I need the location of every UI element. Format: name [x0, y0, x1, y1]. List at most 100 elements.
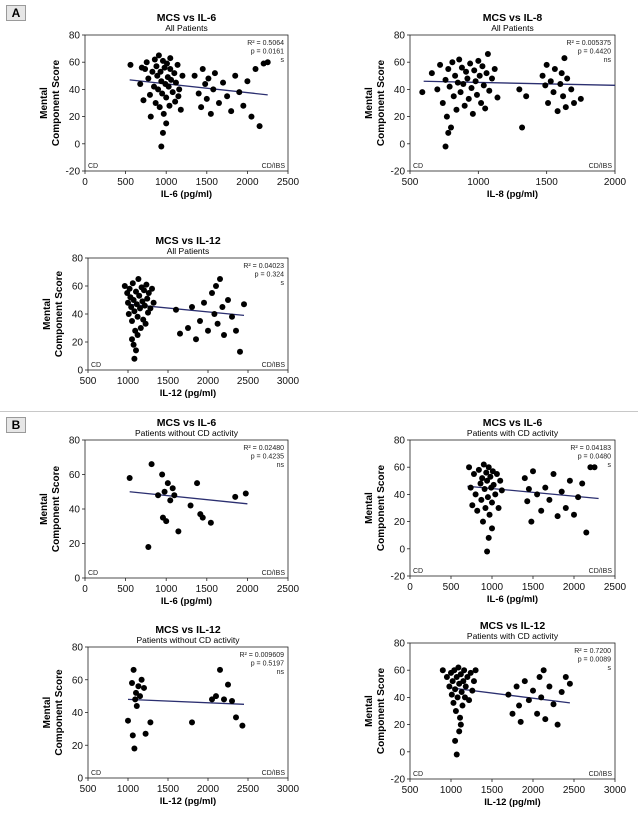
data-point — [479, 63, 486, 70]
data-point — [472, 667, 479, 674]
data-point — [579, 480, 586, 487]
y-axis-label-line2: Component Score — [54, 669, 65, 756]
data-point — [449, 59, 456, 66]
data-point — [175, 93, 182, 100]
data-point — [469, 110, 476, 117]
panel-label-b: B — [6, 417, 26, 433]
data-point — [454, 79, 461, 86]
data-point — [439, 667, 446, 674]
data-point — [125, 299, 131, 306]
y-tick-label: 80 — [69, 31, 81, 42]
data-point — [133, 301, 140, 308]
plot-frame — [84, 34, 289, 172]
data-point — [132, 696, 139, 703]
stats-annotation: p = 0.0089 — [578, 657, 611, 664]
data-point — [137, 325, 144, 331]
regression-line — [129, 79, 268, 96]
chart-subtitle: Patients with CD activity — [467, 631, 559, 641]
data-point — [142, 730, 149, 737]
data-point — [133, 288, 139, 295]
regression-line — [423, 80, 616, 86]
data-point — [523, 93, 530, 100]
y-axis-label-line2: Component Score — [54, 271, 65, 358]
x-tick-label: 0 — [82, 177, 88, 188]
data-point — [241, 301, 247, 308]
x-tick-label: 1000 — [467, 177, 490, 188]
y-tick-label: 40 — [72, 708, 84, 719]
x-tick-label: 2000 — [604, 177, 627, 188]
data-point — [472, 491, 479, 498]
data-point — [542, 716, 549, 723]
data-point — [480, 461, 487, 468]
stats-annotation: R² = 0.009609 — [239, 652, 284, 659]
y-tick-label: 40 — [69, 85, 81, 96]
data-point — [562, 104, 569, 111]
chart-title: MCS vs IL-12 — [155, 235, 221, 247]
y-tick-label: 20 — [394, 112, 406, 123]
data-point — [516, 86, 523, 93]
data-point — [566, 477, 573, 484]
y-tick-label: -20 — [66, 167, 81, 178]
data-point — [169, 89, 176, 96]
data-point — [169, 485, 176, 492]
data-point — [446, 683, 453, 690]
data-point — [557, 80, 564, 87]
data-point — [168, 76, 175, 83]
data-point — [126, 285, 133, 292]
data-point — [457, 721, 464, 728]
data-point — [534, 710, 541, 717]
data-point — [475, 57, 482, 64]
data-point — [173, 306, 179, 313]
data-point — [171, 70, 178, 77]
data-point — [437, 61, 444, 68]
data-point — [452, 686, 459, 693]
data-point — [133, 347, 139, 354]
x-axis-label: IL-12 (pg/ml) — [484, 797, 540, 808]
data-point — [495, 505, 502, 511]
stats-annotation: p = 0.324 — [255, 272, 284, 279]
x-tick-label: 2000 — [197, 784, 220, 795]
corner-label-cdibs: CD/IBS — [262, 770, 286, 777]
data-point — [149, 68, 156, 75]
data-point — [163, 120, 170, 127]
y-tick-label: 60 — [69, 470, 81, 481]
stats-annotation: ns — [604, 57, 612, 64]
data-point — [199, 66, 206, 72]
data-point — [130, 341, 137, 348]
corner-label-cd: CD — [88, 163, 98, 170]
data-point — [455, 664, 462, 671]
y-tick-label: 20 — [72, 741, 84, 752]
y-axis-label-line2: Component Score — [376, 60, 387, 147]
x-tick-label: 1000 — [155, 177, 178, 188]
data-point — [540, 667, 547, 674]
data-point — [228, 108, 235, 115]
data-point — [172, 79, 179, 86]
data-point — [187, 502, 194, 509]
data-point — [177, 106, 184, 113]
data-point — [542, 484, 549, 491]
plot-frame — [409, 642, 616, 780]
data-point — [577, 95, 584, 102]
x-tick-label: 3000 — [604, 785, 627, 796]
data-point — [129, 732, 136, 739]
x-axis-label: IL-8 (pg/ml) — [487, 189, 538, 200]
corner-label-cdibs: CD/IBS — [262, 570, 286, 577]
y-tick-label: 40 — [72, 310, 84, 321]
data-point — [209, 696, 215, 703]
y-axis-label-line1: Mental — [364, 87, 375, 119]
data-point — [498, 487, 505, 494]
corner-label-cdibs: CD/IBS — [589, 771, 613, 778]
data-point — [121, 283, 128, 289]
data-point — [224, 93, 231, 100]
data-point — [163, 518, 170, 525]
data-point — [485, 534, 492, 541]
chart-title: MCS vs IL-6 — [483, 417, 543, 429]
data-point — [562, 505, 569, 511]
data-point — [486, 87, 493, 94]
data-point — [478, 496, 485, 503]
data-point — [536, 674, 543, 680]
x-tick-label: 0 — [407, 582, 413, 593]
data-point — [221, 696, 227, 703]
data-point — [141, 287, 147, 294]
data-point — [521, 475, 528, 482]
